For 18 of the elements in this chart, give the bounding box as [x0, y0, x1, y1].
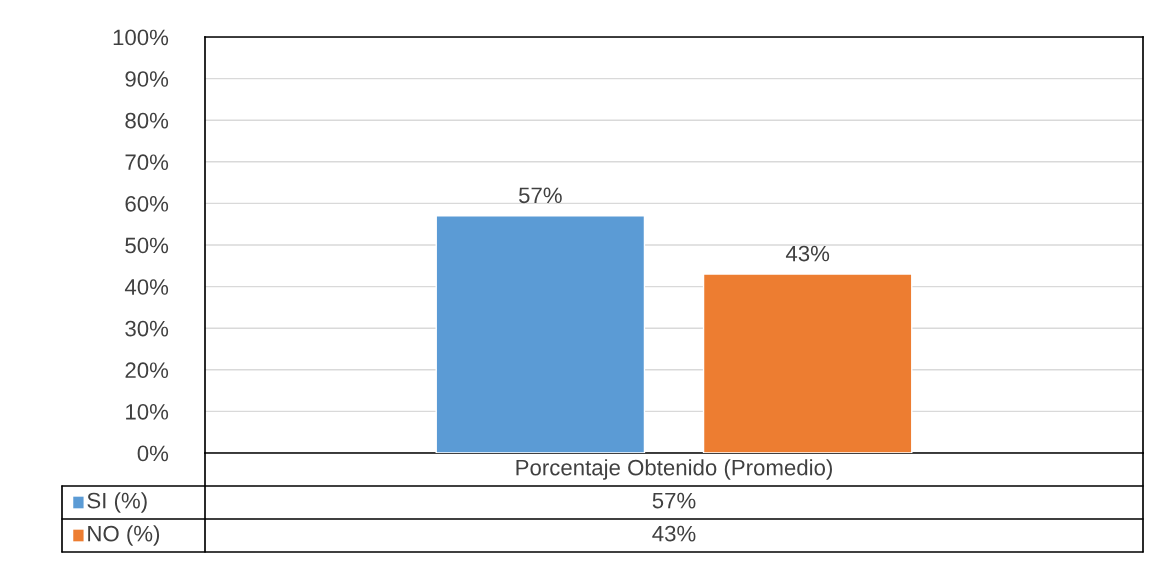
y-tick-label: 10% [126, 403, 169, 420]
y-tick-label: 100% [113, 29, 169, 46]
text: 57% [652, 492, 696, 509]
legend-label: SI (%) [87, 492, 147, 513]
data-label: 57% [518, 187, 562, 204]
y-tick-label: 70% [125, 154, 169, 171]
x-tick-label: Porcentaje Obtenido (Promedio) [516, 459, 832, 480]
y-tick-label: 0% [137, 445, 169, 462]
y-tick-label: 20% [125, 362, 169, 379]
y-tick-label: 60% [125, 195, 169, 212]
text: 43% [652, 525, 696, 542]
data-label: 43% [785, 245, 830, 262]
y-tick-label: 40% [124, 279, 169, 295]
legend-label: NO (%) [88, 525, 160, 546]
y-tick-label: 80% [125, 112, 169, 129]
y-tick-label: 30% [125, 320, 169, 337]
y-tick-label: 50% [125, 237, 169, 254]
y-tick-label: 90% [125, 71, 169, 87]
